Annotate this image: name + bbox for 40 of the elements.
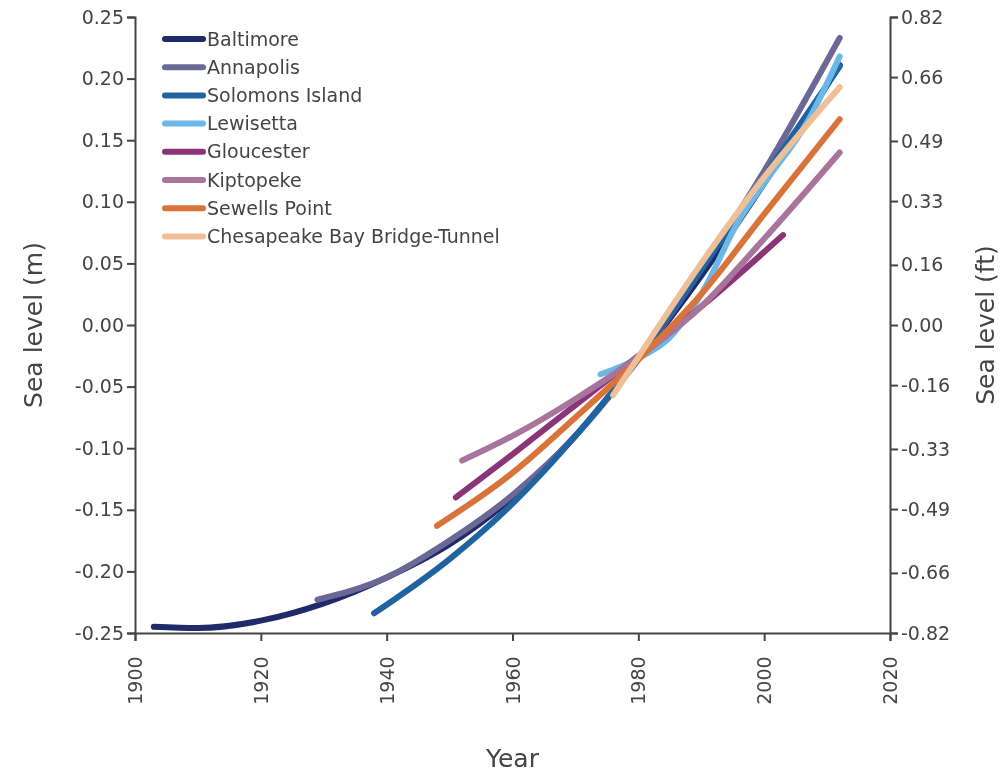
y2-tick-label: -0.82 (901, 621, 951, 644)
x-tick-label: 1900 (124, 656, 147, 705)
legend-label: Solomons Island (207, 84, 363, 107)
y-tick-label: -0.10 (74, 436, 124, 459)
y2-tick-label: 0.00 (901, 313, 944, 336)
legend-label: Gloucester (207, 140, 310, 163)
y-tick-label: -0.15 (74, 498, 124, 521)
y2-tick-label: -0.66 (901, 561, 951, 584)
x-tick-label: 1980 (627, 656, 650, 705)
y-tick-label: 0.10 (81, 190, 124, 213)
y-axis-title: Sea level (m) (19, 242, 48, 408)
x-tick-label: 2000 (753, 656, 776, 705)
y-tick-label: -0.05 (74, 375, 124, 398)
legend-label: Kiptopeke (207, 168, 302, 191)
legend-label: Annapolis (207, 55, 300, 78)
legend-label: Lewisetta (207, 112, 298, 135)
y2-tick-label: 0.82 (901, 5, 944, 28)
legend-label: Sewells Point (207, 196, 332, 219)
legend-label: Chesapeake Bay Bridge-Tunnel (207, 225, 500, 248)
y2-tick-label: 0.66 (901, 65, 944, 88)
y-tick-label: 0.05 (81, 251, 124, 274)
y2-tick-label: 0.49 (901, 129, 944, 152)
y2-tick-label: -0.16 (901, 373, 951, 396)
y2-axis-title: Sea level (ft) (971, 245, 1000, 405)
y-tick-label: 0.00 (81, 313, 124, 336)
x-axis-title: Year (485, 744, 540, 771)
y2-tick-label: 0.33 (901, 189, 944, 212)
y2-tick-label: 0.16 (901, 253, 944, 276)
y-tick-label: 0.15 (81, 128, 124, 151)
y-tick-label: -0.20 (74, 559, 124, 582)
x-tick-label: 1960 (501, 656, 524, 705)
x-tick-label: 2020 (879, 656, 902, 705)
y-tick-label: 0.20 (81, 67, 124, 90)
y-tick-label: 0.25 (81, 5, 124, 28)
legend-label: Baltimore (207, 27, 299, 50)
x-tick-label: 1940 (375, 656, 398, 705)
y-tick-label: -0.25 (74, 621, 124, 644)
y2-tick-label: -0.49 (901, 497, 951, 520)
y2-tick-label: -0.33 (901, 437, 951, 460)
x-tick-label: 1920 (249, 656, 272, 705)
